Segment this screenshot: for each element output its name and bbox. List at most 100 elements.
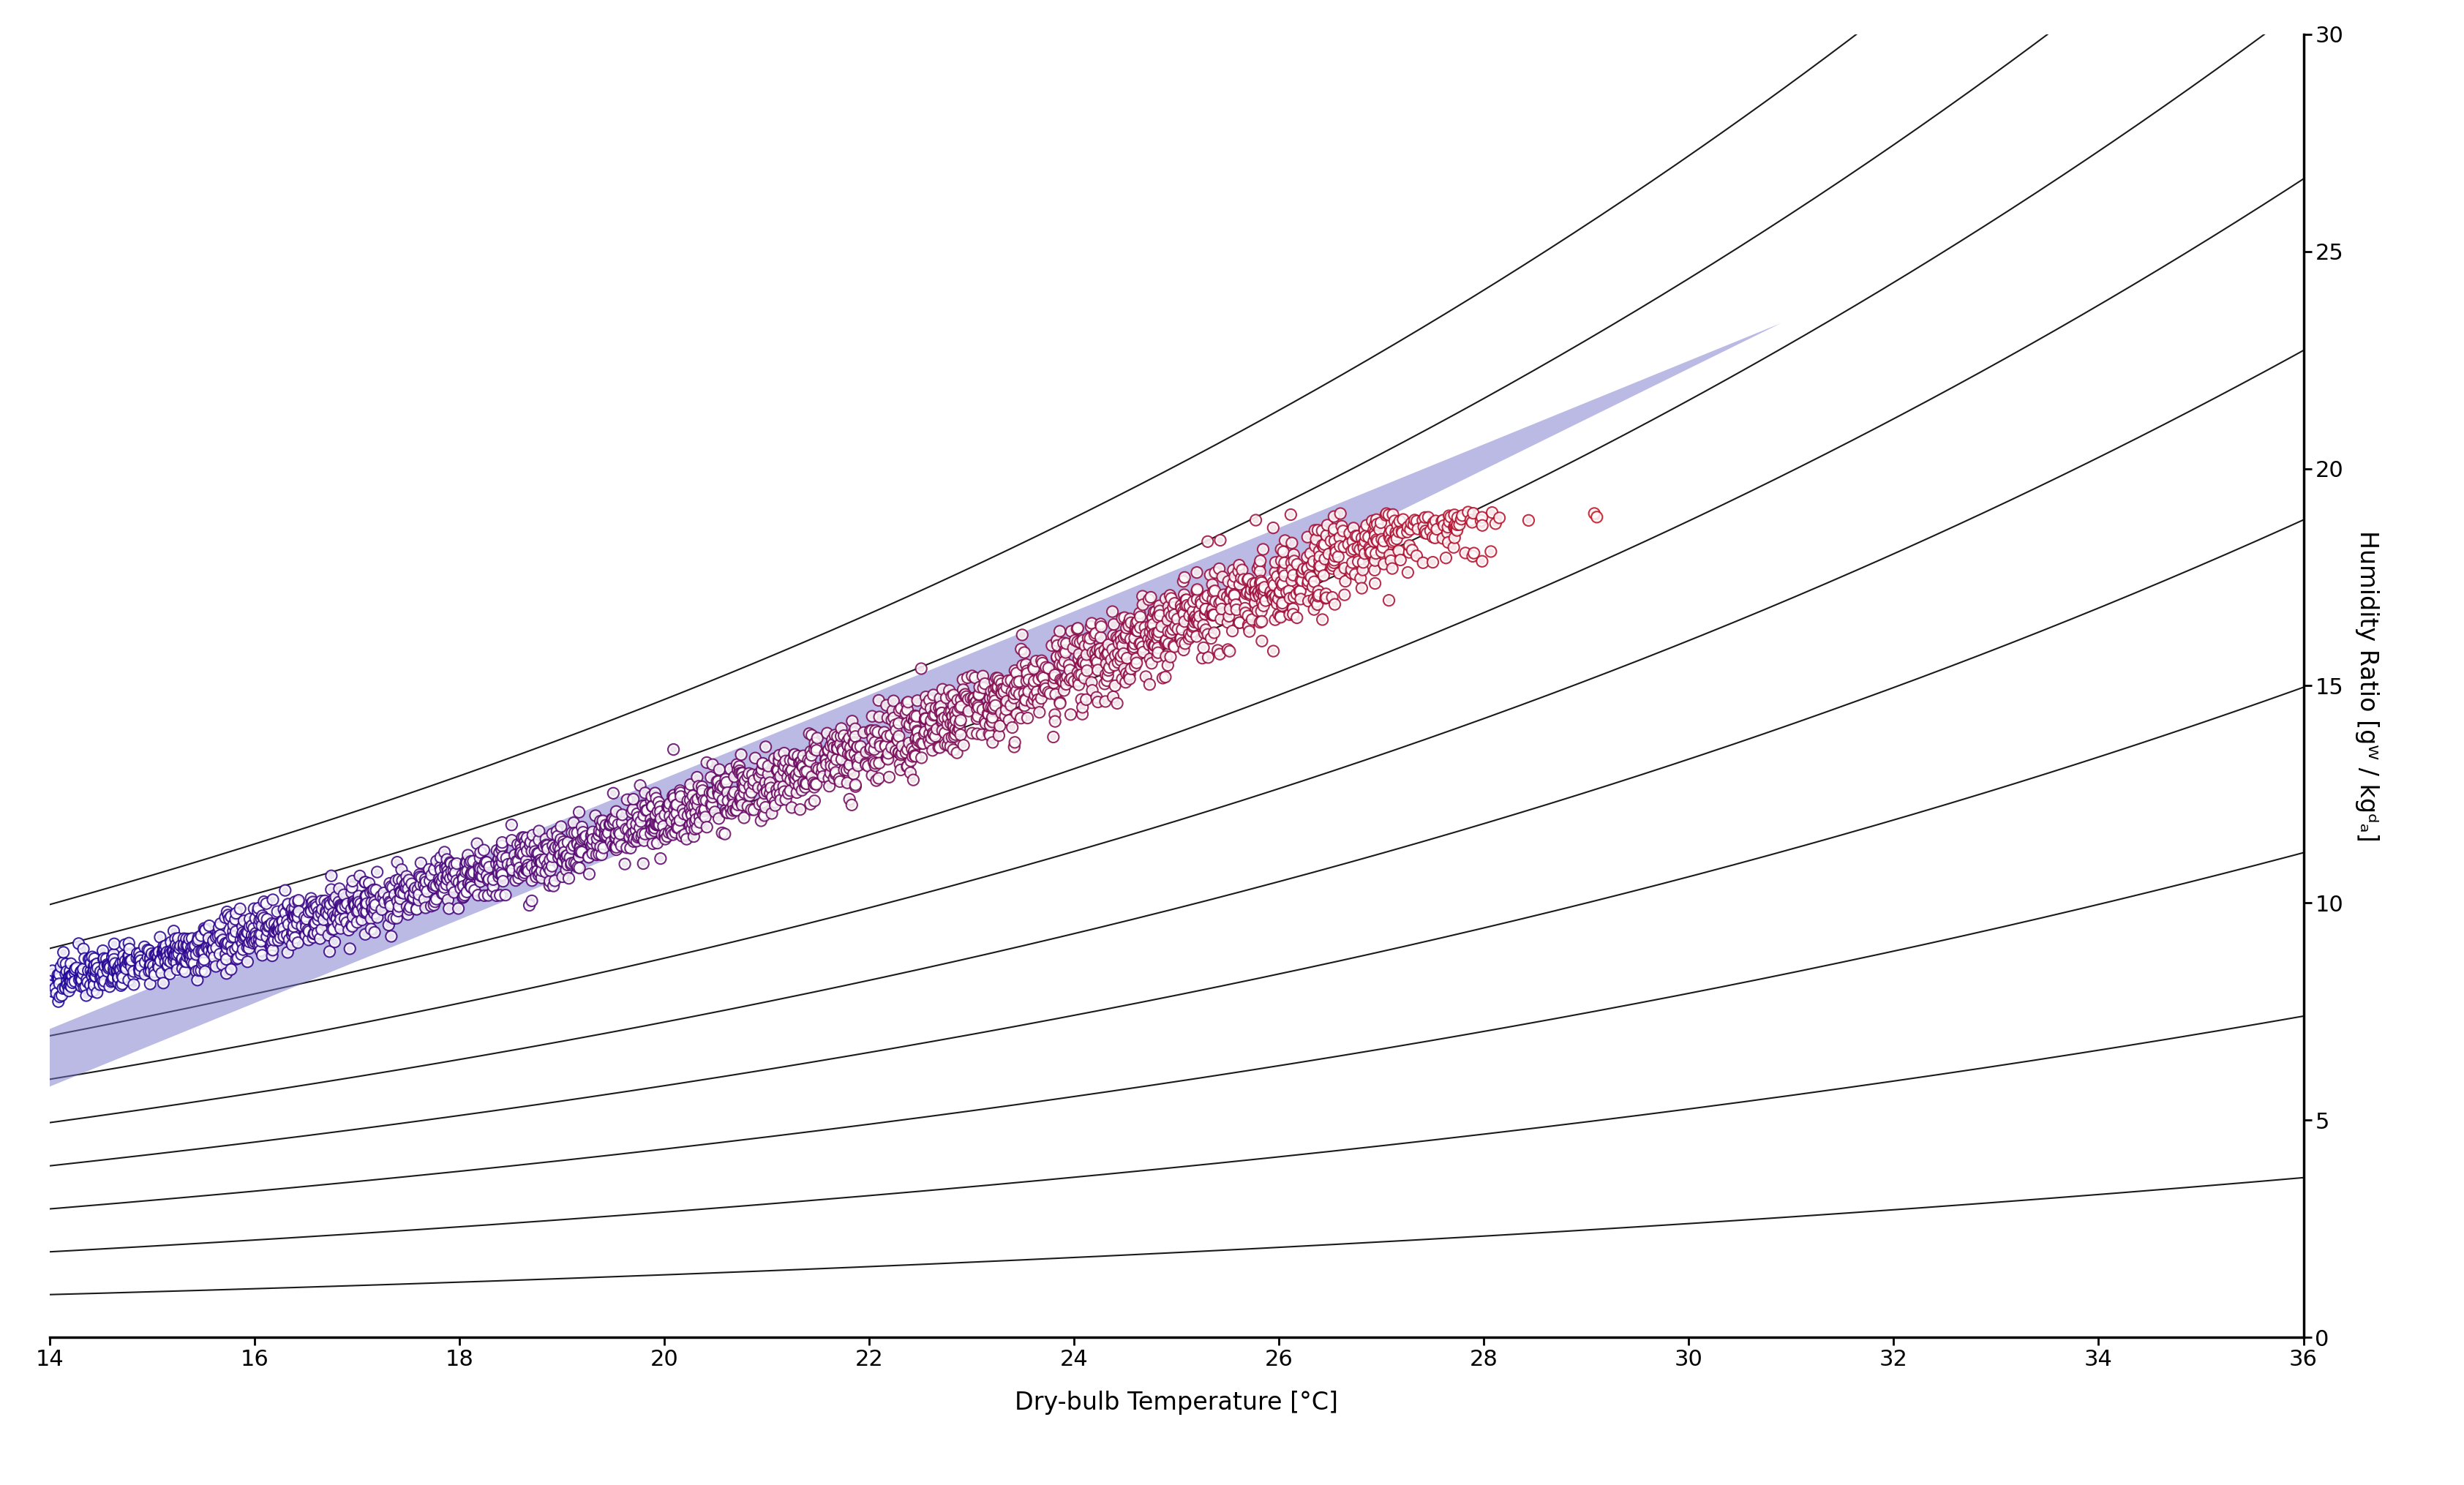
Point [202,912,241,936]
Point [340,884,379,907]
Point [786,772,825,796]
Point [633,832,673,855]
Point [1151,601,1190,625]
Point [554,811,594,835]
Point [1092,647,1131,671]
Point [1060,662,1099,686]
Point [658,815,697,839]
Point [742,757,781,781]
Point [180,928,219,952]
Point [121,958,160,982]
Point [835,774,875,797]
Point [143,934,182,958]
Point [934,704,973,728]
Point [934,683,973,707]
Point [1000,670,1040,693]
Point [1242,610,1281,634]
Point [1023,686,1062,710]
Point [867,745,907,769]
Point [131,973,170,996]
Point [653,784,692,808]
Point [816,762,855,786]
Point [692,796,732,820]
Point [643,814,683,838]
Point [670,772,710,796]
Point [882,696,922,720]
Point [513,869,552,892]
Point [744,803,784,827]
Point [641,794,680,818]
Point [867,705,907,729]
Point [897,744,936,768]
Point [148,944,187,968]
Point [350,881,389,904]
Point [1343,558,1382,582]
Point [274,906,313,930]
Point [540,842,579,866]
Point [1156,603,1195,627]
Point [949,688,988,711]
Point [821,766,860,790]
Point [527,827,567,851]
Point [89,953,128,977]
Point [633,815,673,839]
Point [296,897,335,921]
Point [609,818,648,842]
Point [274,897,313,921]
Point [1067,659,1106,683]
Point [742,757,781,781]
Point [352,897,392,921]
Point [508,849,547,873]
Point [520,842,559,866]
Point [503,841,542,864]
Point [71,952,111,976]
Point [278,904,318,928]
Point [145,937,185,961]
Point [200,924,239,947]
Point [850,737,890,760]
Point [732,781,771,805]
Point [1276,552,1316,576]
Point [71,944,111,968]
Point [729,794,769,818]
Point [158,950,197,974]
Point [828,734,867,757]
Point [1294,575,1333,598]
Point [254,928,293,952]
Point [1178,610,1217,634]
Point [387,864,426,888]
Point [195,937,234,961]
Point [670,781,710,805]
Point [180,959,219,983]
Point [315,930,355,953]
Point [254,939,293,962]
Point [434,864,473,888]
Point [793,765,833,789]
Point [249,915,288,939]
Point [261,925,301,949]
Point [591,830,631,854]
Point [1165,631,1205,655]
Point [251,944,291,968]
Point [1094,653,1133,677]
Point [202,930,241,953]
Point [1079,691,1119,714]
Point [1303,607,1343,631]
Point [446,884,485,907]
Point [567,824,606,848]
Point [163,956,202,980]
Point [771,778,811,802]
Point [241,922,281,946]
Point [781,778,821,802]
Point [744,751,784,775]
Point [1188,622,1227,646]
Point [995,682,1035,705]
Point [702,774,742,797]
Point [113,959,153,983]
Point [821,717,860,741]
Point [564,820,604,843]
Point [1156,591,1195,615]
Point [983,671,1023,695]
Point [52,970,91,993]
Point [1380,509,1419,533]
